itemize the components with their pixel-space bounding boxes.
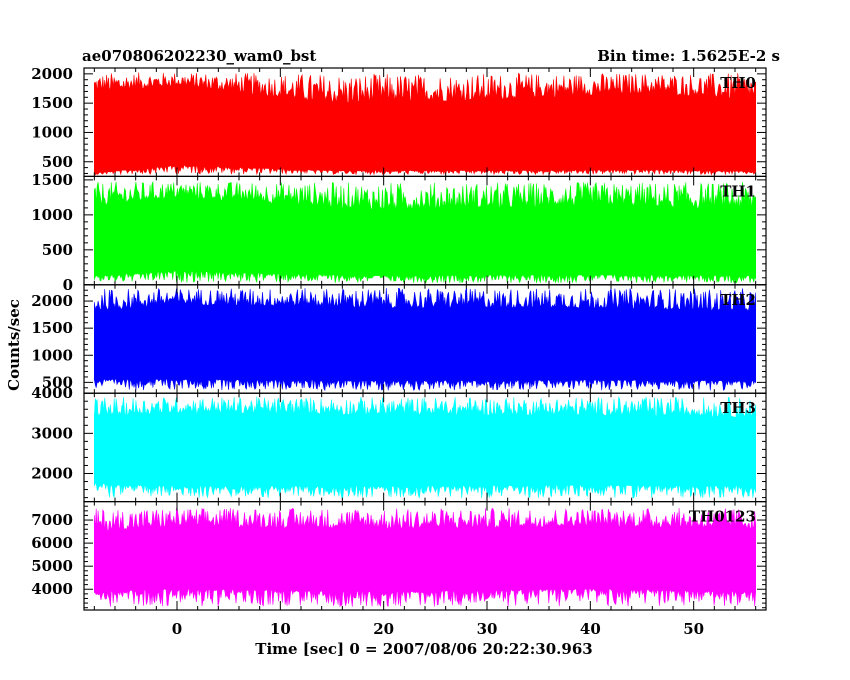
x-tick-label: 10: [270, 620, 291, 638]
series-th3: [94, 396, 756, 499]
y-tick-label: 1000: [31, 123, 73, 141]
panel-name-label: TH1: [720, 182, 756, 200]
x-axis: 0 10 20 30 40 50: [172, 620, 704, 638]
panel-th0123: 4000 5000 6000 7000 TH0123: [31, 501, 767, 611]
chart-title-right: Bin time: 1.5625E-2 s: [597, 47, 780, 65]
panel-th0: 500 1000 1500 2000 TH0: [31, 65, 767, 178]
chart-title-left: ae070806202230_wam0_bst: [82, 47, 316, 65]
y-tick-label: 2000: [31, 464, 73, 482]
series-th2: [94, 287, 756, 392]
y-tick-label: 1500: [31, 94, 73, 112]
panel-name-label: TH0: [720, 74, 756, 92]
panel-name-label: TH3: [720, 399, 756, 417]
panel-name-label: TH2: [720, 291, 756, 309]
y-tick-label: 500: [42, 241, 73, 259]
y-tick-label: 1500: [31, 171, 73, 189]
y-tick-label: 5000: [31, 557, 73, 575]
x-tick-label: 50: [683, 620, 704, 638]
y-tick-label: 2000: [31, 65, 73, 83]
y-tick-label: 1000: [31, 346, 73, 364]
y-tick-label: 3000: [31, 424, 73, 442]
y-tick-label: 2000: [31, 292, 73, 310]
x-tick-label: 0: [172, 620, 182, 638]
panel-th3: 2000 3000 4000 TH3: [31, 384, 767, 503]
y-tick-label: 7000: [31, 511, 73, 529]
y-tick-label: 1500: [31, 319, 73, 337]
series-th0123: [94, 507, 756, 608]
panel-name-label: TH0123: [689, 508, 756, 526]
y-tick-label: 500: [42, 153, 73, 171]
panels-group: 500 1000 1500 2000 TH0 0 500 1000 1500 TH1 500 1000…: [31, 65, 767, 611]
y-tick-label: 6000: [31, 534, 73, 552]
x-tick-label: 30: [477, 620, 498, 638]
y-tick-label: 500: [42, 373, 73, 391]
y-tick-label: 0: [63, 276, 73, 294]
x-axis-label: Time [sec] 0 = 2007/08/06 20:22:30.963: [255, 640, 592, 658]
y-tick-label: 4000: [31, 384, 73, 402]
series-th1: [94, 181, 756, 284]
panel-th2: 500 1000 1500 2000 TH2: [31, 284, 767, 394]
y-tick-label: 1000: [31, 206, 73, 224]
x-tick-label: 20: [373, 620, 394, 638]
x-tick-label: 40: [580, 620, 601, 638]
y-tick-label: 4000: [31, 580, 73, 598]
panel-th1: 0 500 1000 1500 TH1: [31, 171, 767, 294]
y-axis-label: Counts/sec: [5, 299, 23, 391]
series-th0: [94, 72, 756, 176]
